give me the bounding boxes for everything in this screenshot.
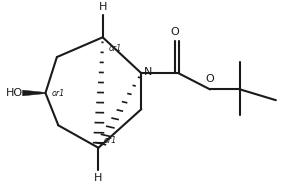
Text: N: N xyxy=(144,67,153,77)
Text: or1: or1 xyxy=(104,136,117,145)
Text: O: O xyxy=(171,27,179,37)
Text: HO: HO xyxy=(5,88,22,98)
Text: or1: or1 xyxy=(51,89,65,98)
Text: or1: or1 xyxy=(108,44,122,53)
Polygon shape xyxy=(22,90,46,96)
Text: O: O xyxy=(205,74,214,84)
Text: H: H xyxy=(98,2,107,12)
Text: H: H xyxy=(94,173,103,183)
